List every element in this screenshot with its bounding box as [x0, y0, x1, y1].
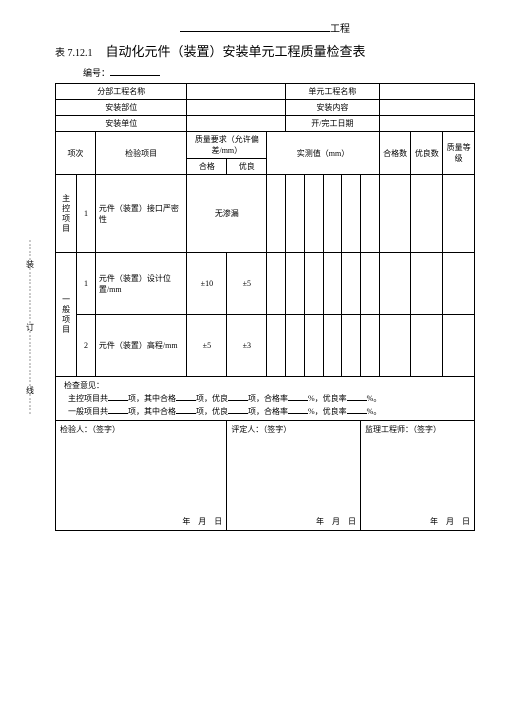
row-gen-2: 2 元件（装置）高程/mm ±5 ±3: [56, 315, 475, 377]
page: 工程 表 7.12.1 自动化元件（装置）安装单元工程质量检查表 编号： 分部工…: [0, 0, 505, 551]
opinion-row: 检查意见： 主控项目共项，其中合格项，优良项，合格率%，优良率%。 一般项目共项…: [56, 377, 475, 421]
date-label: 开/完工日期: [285, 116, 379, 132]
summary-main: 主控项目共项，其中合格项，优良项，合格率%，优良率%。: [60, 392, 470, 405]
row-gen-1: 一般项目 1 元件（装置）设计位置/mm ±10 ±5: [56, 253, 475, 315]
th-seq: 项次: [56, 132, 96, 175]
th-req: 质量要求（允许偏差/mm）: [187, 132, 267, 159]
info-row-2: 安装部位 安装内容: [56, 100, 475, 116]
th-good: 优良: [227, 159, 267, 175]
th-pass: 合格: [187, 159, 227, 175]
th-item: 检验项目: [95, 132, 187, 175]
page-title: 自动化元件（装置）安装单元工程质量检查表: [106, 44, 366, 59]
sub-proj-label: 分部工程名称: [56, 84, 187, 100]
checker-label: 检验人：（签字）: [60, 425, 120, 434]
table-number: 表 7.12.1: [55, 48, 93, 59]
project-line: 工程: [55, 20, 475, 35]
group-general: 一般项目: [56, 253, 77, 377]
reviewer-date: 年 月 日: [316, 516, 356, 527]
install-unit-label: 安装单位: [56, 116, 187, 132]
unit-proj-label: 单元工程名称: [285, 84, 379, 100]
reviewer-label: 评定人：（签字）: [231, 425, 291, 434]
thead-row-1: 项次 检验项目 质量要求（允许偏差/mm） 实测值（mm） 合格数 优良数 质量…: [56, 132, 475, 159]
info-row-3: 安装单位 开/完工日期: [56, 116, 475, 132]
binding-marks: ︰︰︰ 装 ︰︰︰︰︰︰︰︰ 订 ︰︰︰︰︰︰︰︰ 线 ︰︰︰: [26, 240, 34, 415]
install-content-label: 安装内容: [285, 100, 379, 116]
opinion-label: 检查意见：: [60, 379, 470, 392]
th-measured: 实测值（mm）: [267, 132, 380, 175]
info-row-1: 分部工程名称 单元工程名称: [56, 84, 475, 100]
group-main: 主控项目: [56, 175, 77, 253]
th-goodcount: 优良数: [411, 132, 443, 175]
sign-row: 检验人：（签字） 年 月 日 评定人：（签字） 年 月 日 监理工程师：（签字）…: [56, 421, 475, 531]
summary-general: 一般项目共项，其中合格项，优良项，合格率%，优良率%。: [60, 405, 470, 418]
supervisor-date: 年 月 日: [430, 516, 470, 527]
row-main-1: 主控项目 1 元件（装置）接口严密性 无渗漏: [56, 175, 475, 253]
code-row: 编号：: [55, 66, 475, 79]
th-passcount: 合格数: [379, 132, 411, 175]
checker-date: 年 月 日: [182, 516, 222, 527]
supervisor-label: 监理工程师：（签字）: [365, 425, 441, 434]
install-pos-label: 安装部位: [56, 100, 187, 116]
main-table: 分部工程名称 单元工程名称 安装部位 安装内容 安装单位 开/完工日期 项次 检…: [55, 83, 475, 531]
title-row: 表 7.12.1 自动化元件（装置）安装单元工程质量检查表: [55, 41, 475, 60]
th-grade: 质量等级: [443, 132, 475, 175]
